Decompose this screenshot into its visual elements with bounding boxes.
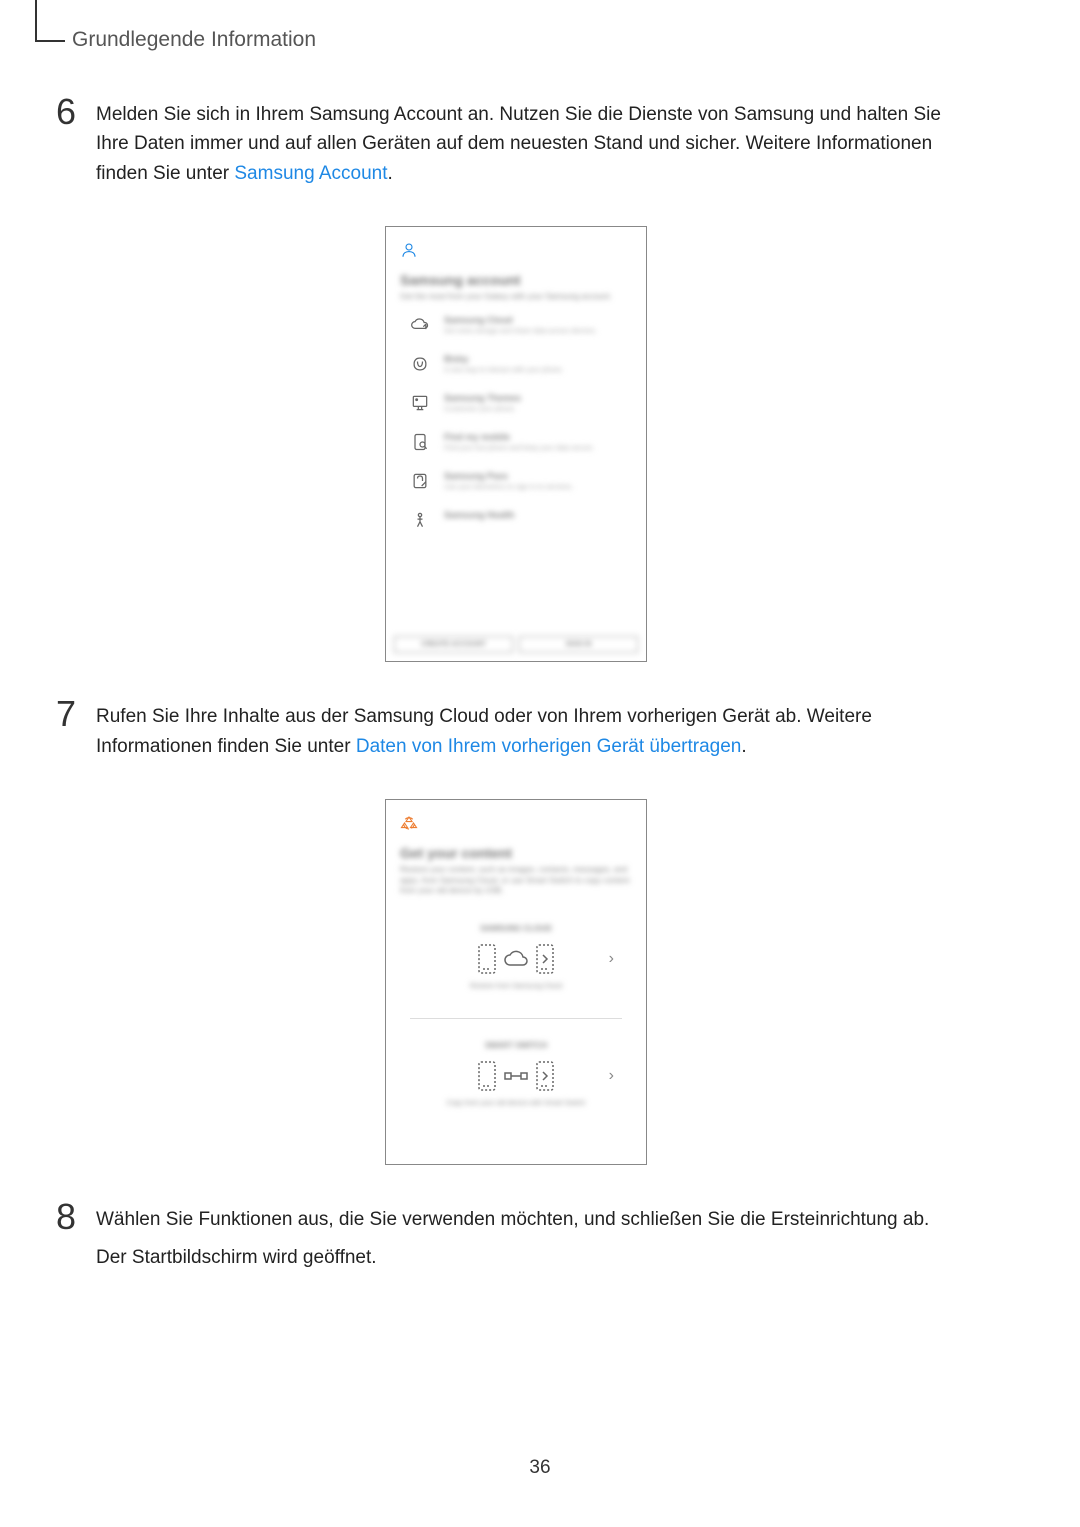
step-text-7: Rufen Sie Ihre Inhalte aus der Samsung C… [96,702,976,769]
samsung-cloud-section: SAMSUNG CLOUD [400,914,632,1006]
screen1-buttons: CREATE ACCOUNT SIGN IN [394,636,638,653]
create-account-button[interactable]: CREATE ACCOUNT [394,636,513,653]
feature-pass-desc: Use your biometrics to sign in to servic… [444,483,632,492]
feature-cloud-title: Samsung Cloud [444,315,632,325]
feature-themes-title: Samsung Themes [444,393,632,403]
screenshot-1-container: Samsung account Get the most from your G… [56,226,976,662]
cloud-transfer-icon [503,949,529,969]
screen1-subtitle: Get the most from your Galaxy with your … [400,292,632,302]
step7-text-part2: . [741,736,746,757]
screen2-subtitle: Restore your content, such as images, co… [400,865,632,896]
step-text-6: Melden Sie sich in Ihrem Samsung Account… [96,100,976,196]
step8-line2: Der Startbildschirm wird geöffnet. [96,1243,976,1272]
page-number: 36 [0,1457,1080,1479]
page-corner-horizontal [35,40,65,42]
get-content-screen: Get your content Restore your content, s… [385,799,647,1165]
feature-bixby-desc: A new way to interact with your phone. [444,366,632,375]
step-8: 8 Wählen Sie Funktionen aus, die Sie ver… [56,1205,976,1280]
feature-health-title: Samsung Health [444,510,632,520]
feature-health: Samsung Health [400,510,632,530]
samsung-account-screen: Samsung account Get the most from your G… [385,226,647,662]
feature-findmobile-desc: Find your lost phone and keep your data … [444,444,632,453]
themes-icon [410,393,430,413]
bixby-icon [410,354,430,374]
switch-section-desc: Copy from your old device with Smart Swi… [400,1100,632,1107]
data-transfer-link[interactable]: Daten von Ihrem vorherigen Gerät übertra… [356,736,742,757]
screen1-title: Samsung account [400,272,632,288]
health-icon [410,510,430,530]
screen2-title: Get your content [400,845,632,861]
feature-findmobile-title: Find my mobile [444,432,632,442]
feature-pass: Samsung Pass Use your biometrics to sign… [400,471,632,492]
recycle-icon [400,814,418,832]
step-6: 6 Melden Sie sich in Ihrem Samsung Accou… [56,100,976,196]
sign-in-button[interactable]: SIGN IN [519,636,638,653]
step8-line1: Wählen Sie Funktionen aus, die Sie verwe… [96,1205,976,1234]
step6-text-part2: . [388,163,393,184]
switch-section-label: SMART SWITCH [400,1041,632,1050]
find-mobile-icon [410,432,430,452]
feature-bixby: Bixby A new way to interact with your ph… [400,354,632,375]
person-icon [400,241,418,259]
cloud-icon [410,315,430,335]
feature-themes-desc: Customize your phone. [444,405,632,414]
feature-cloud: Samsung Cloud Get extra storage and shar… [400,315,632,336]
phone-left-icon-2 [475,1060,499,1092]
screenshot-2-container: Get your content Restore your content, s… [56,799,976,1165]
page-corner-vertical [35,0,37,40]
samsung-account-link[interactable]: Samsung Account [234,163,387,184]
step-number-6: 6 [56,94,96,196]
cloud-section-label: SAMSUNG CLOUD [400,924,632,933]
step-text-8: Wählen Sie Funktionen aus, die Sie verwe… [96,1205,976,1280]
feature-pass-title: Samsung Pass [444,471,632,481]
phone-right-icon [533,943,557,975]
section-divider [410,1018,622,1019]
feature-findmobile: Find my mobile Find your lost phone and … [400,432,632,453]
cloud-section-desc: Restore from Samsung Cloud [400,983,632,990]
chevron-right-icon-2: › [609,1067,614,1085]
phone-left-icon [475,943,499,975]
feature-bixby-title: Bixby [444,354,632,364]
step-7: 7 Rufen Sie Ihre Inhalte aus der Samsung… [56,702,976,769]
feature-themes: Samsung Themes Customize your phone. [400,393,632,414]
step6-text-part1: Melden Sie sich in Ihrem Samsung Account… [96,104,941,184]
content-area: 6 Melden Sie sich in Ihrem Samsung Accou… [56,100,976,1310]
phone-right-icon-2 [533,1060,557,1092]
chevron-right-icon: › [609,950,614,968]
page-header: Grundlegende Information [72,28,316,52]
feature-cloud-desc: Get extra storage and share data across … [444,327,632,336]
step-number-7: 7 [56,696,96,769]
pass-icon [410,471,430,491]
usb-icon [503,1069,529,1083]
smart-switch-section: SMART SWITCH [400,1031,632,1123]
step-number-8: 8 [56,1199,96,1280]
